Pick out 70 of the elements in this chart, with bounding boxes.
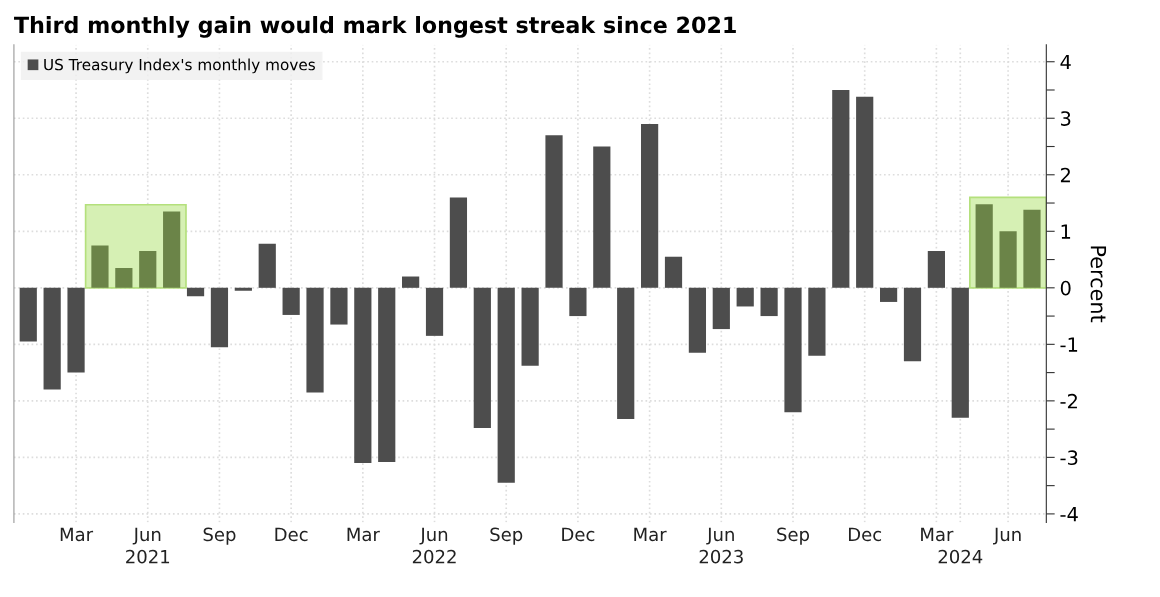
y-tick-label: -1 [1060, 337, 1078, 352]
bar [545, 135, 563, 288]
bar [879, 287, 898, 302]
bar [258, 243, 276, 288]
bar [330, 287, 348, 325]
y-axis-title: Percent [1090, 246, 1107, 323]
chart-subtitle: Third monthly gain would mark longest streak since 2021 [14, 16, 736, 38]
x-tick-label: Jun 2021 [126, 527, 170, 564]
bar [402, 276, 420, 288]
x-tick-label: Dec [562, 527, 595, 542]
bar [354, 287, 372, 464]
x-tick-label: Jun [993, 527, 1021, 545]
y-tick-label: 3 [1061, 111, 1071, 126]
bar [999, 231, 1017, 288]
bar [736, 287, 754, 307]
bar [67, 287, 85, 373]
bar [664, 256, 683, 288]
legend-label: US Treasury Index's monthly moves [44, 58, 315, 74]
bar [951, 287, 969, 418]
y-tick-label: 2 [1060, 167, 1070, 183]
bar [760, 287, 778, 317]
x-tick-label: Dec [849, 527, 882, 542]
bar [521, 287, 539, 366]
bar [712, 287, 730, 330]
bar [784, 287, 802, 413]
bar [186, 287, 205, 297]
x-tick-label: 2024 [938, 549, 983, 564]
bar [378, 287, 396, 462]
bar [832, 89, 850, 288]
bar [210, 287, 229, 348]
bar [19, 287, 37, 342]
bar [903, 287, 922, 362]
bar [808, 287, 826, 356]
x-tick-label: Mar [347, 527, 380, 542]
bar [234, 287, 252, 291]
bar [927, 251, 945, 288]
bar [282, 287, 300, 315]
x-tick-label: Mar [921, 527, 954, 542]
y-tick-label: 4 [1060, 54, 1071, 70]
y-tick-label: -4 [1060, 507, 1078, 522]
bar [1023, 209, 1041, 288]
bar [449, 197, 468, 288]
bar [473, 287, 491, 428]
x-tick-label: Dec [275, 527, 308, 542]
y-tick-label: 1 [1061, 224, 1071, 239]
bar [975, 204, 993, 288]
x-tick-label: Mar [60, 527, 94, 542]
x-tick-label: Mar [634, 527, 667, 542]
y-tick-label: 0 [1060, 280, 1071, 296]
bar [163, 211, 181, 288]
y-tick-label: -3 [1060, 450, 1078, 466]
bar [115, 268, 133, 288]
bar [593, 146, 611, 288]
bar [425, 287, 444, 336]
bar [306, 287, 324, 393]
x-tick-label: Jun 2022 [412, 527, 456, 564]
x-tick-label: Sep [203, 527, 236, 545]
bar [497, 287, 515, 483]
y-tick-label: -2 [1060, 393, 1077, 409]
bar [617, 287, 635, 419]
bar [856, 96, 874, 288]
bar [139, 251, 157, 288]
x-tick-label: Sep [777, 527, 810, 545]
bar [43, 287, 61, 390]
bar [569, 287, 587, 317]
bar [91, 245, 109, 288]
x-tick-label: Jun 2023 [699, 527, 743, 564]
x-tick-label: Sep [490, 527, 523, 545]
bar [641, 123, 659, 288]
bar [688, 287, 707, 353]
